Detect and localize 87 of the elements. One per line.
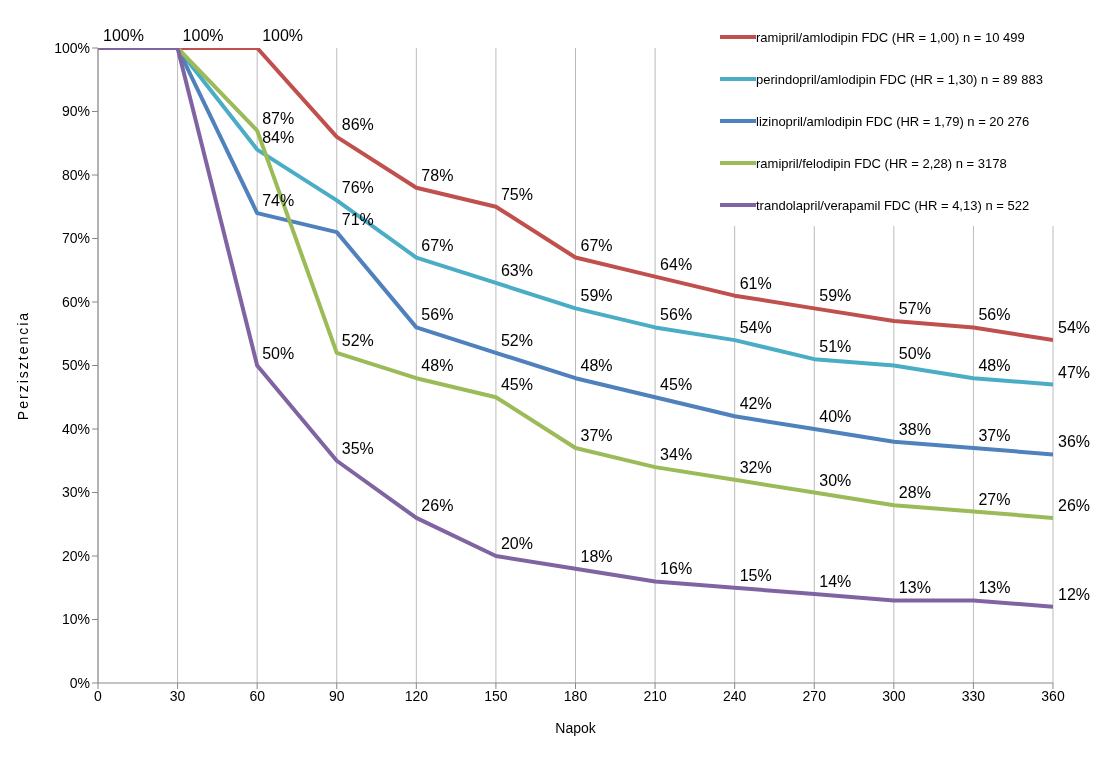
data-label: 34% <box>660 446 693 464</box>
data-label: 67% <box>580 236 613 254</box>
data-label: 51% <box>819 338 852 356</box>
data-label: 54% <box>739 319 772 337</box>
data-label: 78% <box>421 166 454 184</box>
data-label: 100% <box>103 27 144 44</box>
y-tick-label: 50% <box>61 357 90 374</box>
legend-label: trandolapril/verapamil FDC (HR = 4,13) n = 522 <box>756 197 1030 213</box>
data-label: 45% <box>500 376 533 394</box>
data-label: 59% <box>819 287 852 305</box>
data-label: 52% <box>341 331 374 349</box>
data-label: 12% <box>1058 585 1091 603</box>
data-label: 18% <box>580 547 613 565</box>
data-label: 37% <box>978 427 1011 445</box>
x-tick-label: 0 <box>94 687 103 704</box>
y-tick-label: 30% <box>61 484 90 501</box>
y-tick-label: 20% <box>61 547 90 564</box>
data-label: 13% <box>978 579 1011 597</box>
x-tick-label: 120 <box>404 687 429 704</box>
data-label: 56% <box>978 306 1011 324</box>
data-label: 32% <box>739 458 772 476</box>
data-label: 26% <box>1058 496 1091 514</box>
data-label: 76% <box>341 179 374 197</box>
x-tick-label: 360 <box>1041 687 1065 704</box>
data-label: 16% <box>660 560 693 578</box>
legend-label: ramipril/amlodipin FDC (HR = 1,00) n = 10 499 <box>756 29 1025 45</box>
x-tick-label: 90 <box>328 687 345 704</box>
data-label: 100% <box>262 27 304 44</box>
data-label: 87% <box>262 109 295 127</box>
data-label: 35% <box>341 439 374 457</box>
legend-label: perindopril/amlodipin FDC (HR = 1,30) n = 89 883 <box>756 71 1043 87</box>
data-label: 42% <box>739 395 772 413</box>
data-label: 40% <box>819 408 852 425</box>
data-label: 54% <box>1058 319 1091 337</box>
x-tick-label: 300 <box>882 687 906 704</box>
data-label: 47% <box>1058 363 1091 381</box>
y-axis-title: Perzisztencia <box>14 310 31 421</box>
data-label: 48% <box>421 357 454 375</box>
data-label: 59% <box>580 287 613 305</box>
x-tick-label: 210 <box>643 687 667 704</box>
legend-label: ramipril/felodipin FDC (HR = 2,28) n = 3178 <box>756 155 1007 171</box>
data-label: 86% <box>341 115 374 133</box>
y-tick-label: 70% <box>61 230 90 247</box>
data-label: 48% <box>580 357 613 375</box>
data-label: 20% <box>500 535 533 552</box>
data-label: 56% <box>660 306 693 324</box>
legend-label: lizinopril/amlodipin FDC (HR = 1,79) n = 20 276 <box>756 113 1030 129</box>
data-label: 26% <box>421 496 454 514</box>
y-tick-label: 60% <box>61 293 90 310</box>
x-tick-label: 180 <box>563 687 588 704</box>
data-label: 13% <box>898 579 931 597</box>
data-label: 84% <box>262 128 295 146</box>
data-label: 45% <box>660 376 693 394</box>
data-label: 28% <box>898 484 931 502</box>
y-tick-label: 10% <box>61 611 90 628</box>
data-label: 75% <box>500 185 533 203</box>
x-tick-label: 330 <box>961 687 986 704</box>
data-label: 100% <box>182 27 224 44</box>
data-label: 64% <box>660 255 693 273</box>
data-label: 67% <box>421 236 454 254</box>
x-axis-title: Napok <box>555 720 597 736</box>
y-tick-label: 0% <box>69 674 90 691</box>
data-label: 52% <box>500 331 533 349</box>
data-label: 48% <box>978 357 1011 375</box>
line-series <box>98 48 1053 609</box>
x-tick-label: 240 <box>722 687 747 704</box>
data-label: 50% <box>898 344 931 362</box>
data-label: 15% <box>739 566 772 584</box>
data-label: 36% <box>1058 433 1091 451</box>
data-label: 30% <box>819 471 852 489</box>
data-label: 14% <box>819 573 852 591</box>
data-label: 61% <box>739 274 772 292</box>
y-tick-label: 90% <box>61 103 90 120</box>
data-label: 27% <box>978 490 1011 508</box>
x-tick-label: 270 <box>802 687 827 704</box>
data-label: 57% <box>898 300 931 318</box>
y-tick-label: 40% <box>61 420 90 437</box>
data-label: 63% <box>500 261 533 279</box>
data-label: 50% <box>262 344 295 362</box>
x-tick-label: 150 <box>484 687 508 704</box>
x-tick-label: 60 <box>249 687 266 704</box>
x-tick-label: 30 <box>169 687 186 704</box>
y-tick-label: 100% <box>54 39 90 56</box>
data-label: 37% <box>580 427 613 445</box>
data-label: 56% <box>421 306 454 324</box>
data-label: 38% <box>898 420 931 438</box>
y-tick-label: 80% <box>61 166 90 183</box>
